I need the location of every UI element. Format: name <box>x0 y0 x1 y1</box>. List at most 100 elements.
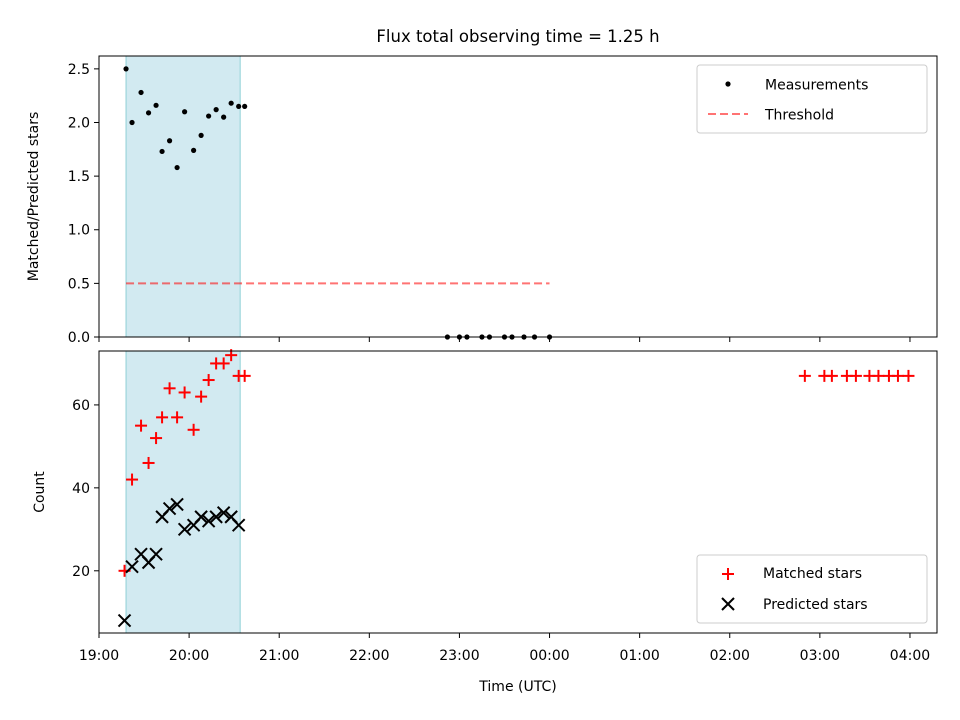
legend-predicted-marker <box>721 597 735 611</box>
matched-star-point <box>238 369 251 382</box>
x-tick-label: 03:00 <box>800 648 840 664</box>
x-tick-label: 23:00 <box>439 648 479 664</box>
measurement-point <box>129 119 135 126</box>
legend-predicted-label: Predicted stars <box>763 597 868 613</box>
matched-star-point <box>135 419 148 432</box>
matched-star-point <box>142 456 155 469</box>
measurement-point <box>213 107 219 113</box>
matched-star-point <box>217 357 230 370</box>
measurement-point <box>153 102 159 108</box>
predicted-star-point <box>209 510 223 524</box>
matched-star-point <box>163 382 176 395</box>
matched-star-point <box>872 369 885 382</box>
bottom-y-tick-label: 60 <box>72 398 90 414</box>
measurement-point <box>159 148 165 155</box>
chart-title: Flux total observing time = 1.25 h <box>376 27 659 46</box>
measurement-point <box>145 110 152 116</box>
top-panel: 0.0 0.5 1.0 1.5 2.0 2.5 Matched/Predicted sta… <box>26 55 938 346</box>
measurement-point <box>182 109 188 115</box>
bottom-shaded-span <box>125 350 241 634</box>
bottom-x-ticks: 19:00 20:00 21:00 22:00 23:00 00:00 01:00 02:00… <box>79 633 930 664</box>
matched-star-point <box>156 411 169 424</box>
top-y-tick-label: 1.5 <box>68 169 90 185</box>
x-tick-label: 01:00 <box>619 648 659 664</box>
predicted-star-stroke <box>162 501 177 516</box>
predicted-star-stroke <box>194 510 208 524</box>
bottom-y-tick-label: 40 <box>72 481 90 497</box>
predicted-star-point <box>125 559 139 574</box>
top-legend: Measurements Threshold <box>696 64 928 134</box>
predicted-star-stroke <box>170 497 184 512</box>
matched-star-point <box>187 423 200 436</box>
predicted-star-point <box>162 501 177 516</box>
predicted-star-point <box>149 547 163 561</box>
predicted-star-point <box>216 506 231 520</box>
x-tick-label: 00:00 <box>529 648 569 664</box>
matched-star-point <box>891 369 904 382</box>
legend-matched-label: Matched stars <box>763 566 862 582</box>
x-tick-label: 22:00 <box>349 648 389 664</box>
x-axis-label: Time (UTC) <box>478 679 556 695</box>
measurement-point <box>191 147 197 153</box>
top-y-tick-label: 1.0 <box>68 223 90 239</box>
bottom-legend-box <box>696 554 928 624</box>
top-axes-frame <box>98 55 938 338</box>
measurement-point <box>228 100 234 106</box>
predicted-star-stroke <box>209 510 223 524</box>
measurement-point <box>166 138 173 144</box>
matched-star-point <box>150 432 163 445</box>
predicted-star-stroke <box>134 547 148 561</box>
top-y-tick-label: 0.0 <box>68 330 90 346</box>
matched-star-points <box>118 349 915 577</box>
predicted-star-stroke <box>231 518 246 532</box>
measurement-point <box>221 114 227 120</box>
x-tick-label: 21:00 <box>259 648 299 664</box>
predicted-star-stroke <box>177 522 192 537</box>
predicted-star-stroke <box>117 613 132 628</box>
bottom-y-ticks: 20 40 60 <box>72 398 99 580</box>
predicted-star-points <box>117 497 246 628</box>
predicted-star-stroke <box>125 559 139 574</box>
legend-matched-marker <box>722 568 734 580</box>
predicted-star-point <box>201 514 216 528</box>
x-tick-label: 20:00 <box>169 648 209 664</box>
matched-star-point <box>195 390 208 403</box>
top-shaded-span <box>125 55 241 338</box>
bottom-panel: 20 40 60 19:00 20:00 21:00 22:00 23:00 00:00 01:… <box>32 349 938 695</box>
matched-star-point <box>126 473 139 486</box>
matched-star-point <box>825 369 838 382</box>
measurement-point <box>206 113 212 119</box>
predicted-star-point <box>177 522 192 537</box>
matched-star-point <box>178 386 191 399</box>
predicted-star-point <box>231 518 246 532</box>
top-y-label: Matched/Predicted stars <box>26 112 42 282</box>
measurement-point <box>242 103 248 110</box>
matched-star-point <box>849 369 862 382</box>
top-y-tick-label: 2.0 <box>68 115 90 131</box>
predicted-star-stroke <box>149 547 163 561</box>
matched-star-point <box>902 369 915 382</box>
top-y-ticks: 0.0 0.5 1.0 1.5 2.0 2.5 <box>68 62 99 346</box>
bottom-y-label: Count <box>32 471 48 513</box>
measurement-point <box>174 164 180 171</box>
legend-measurements-label: Measurements <box>765 78 868 94</box>
x-tick-label: 02:00 <box>710 648 750 664</box>
top-y-tick-label: 2.5 <box>68 62 90 78</box>
measurement-point <box>123 66 129 72</box>
bottom-axes-frame <box>98 350 938 634</box>
legend-measurement-marker <box>725 81 731 87</box>
top-y-tick-label: 0.5 <box>68 276 90 292</box>
measurement-point <box>236 103 242 110</box>
legend-threshold-label: Threshold <box>764 108 834 124</box>
measurement-point <box>138 89 144 96</box>
x-tick-label: 19:00 <box>79 648 119 664</box>
predicted-star-point <box>117 613 132 628</box>
predicted-star-point <box>194 510 208 524</box>
bottom-y-tick-label: 20 <box>72 564 90 580</box>
measurement-point <box>198 132 204 138</box>
matched-star-point <box>171 411 184 424</box>
predicted-star-point <box>170 497 184 512</box>
bottom-legend: Matched stars Predicted stars <box>696 554 928 624</box>
predicted-star-stroke <box>224 510 238 524</box>
